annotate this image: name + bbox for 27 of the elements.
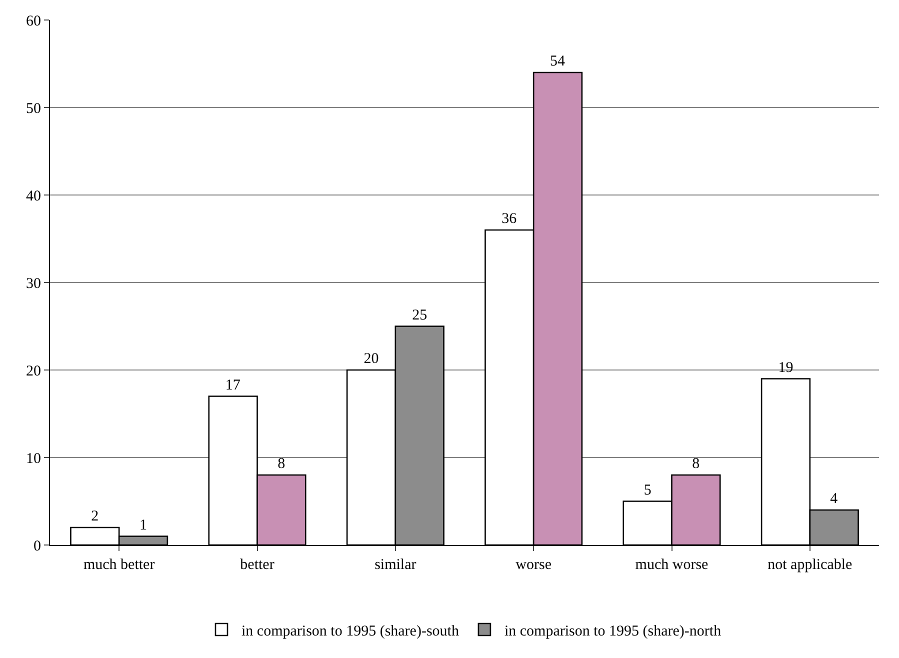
data-label: 4 — [830, 491, 838, 507]
legend-label: in comparison to 1995 (share)-north — [504, 623, 722, 640]
data-label: 1 — [140, 517, 148, 534]
data-label: 8 — [278, 456, 286, 472]
y-tick-label: 40 — [26, 188, 41, 204]
data-label: 20 — [364, 351, 379, 367]
data-label: 8 — [692, 456, 700, 472]
data-label: 19 — [778, 360, 794, 376]
y-tick-label: 0 — [34, 538, 41, 554]
y-tick-label: 60 — [26, 13, 41, 30]
x-tick-label: much worse — [635, 557, 709, 573]
x-tick-label: similar — [374, 557, 416, 573]
x-tick-label: much better — [83, 557, 155, 573]
data-label: 54 — [550, 54, 566, 70]
data-label: 36 — [502, 211, 518, 227]
data-label: 25 — [412, 307, 428, 324]
x-tick-label: not applicable — [768, 557, 853, 573]
x-tick-label: better — [240, 557, 274, 573]
data-label: 5 — [644, 482, 652, 498]
x-tick-label: worse — [516, 557, 552, 573]
legend-label: in comparison to 1995 (share)-south — [242, 623, 460, 640]
data-label: 17 — [225, 377, 241, 394]
y-tick-label: 50 — [26, 100, 41, 117]
data-label: 2 — [91, 508, 99, 524]
y-tick-label: 30 — [26, 276, 41, 292]
y-tick-label: 20 — [26, 363, 41, 380]
y-tick-label: 10 — [26, 450, 41, 467]
